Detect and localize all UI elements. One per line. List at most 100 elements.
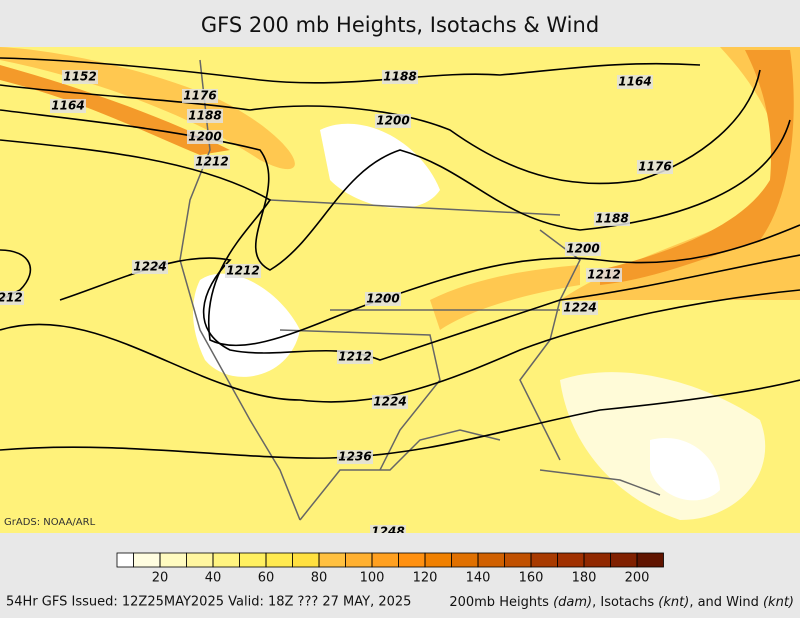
contour-label: 1224 [133,260,166,274]
label-box [562,301,598,315]
colorbar-swatch [292,552,320,568]
colorbar-label: 100 [360,571,385,586]
colorbar-swatch [424,552,452,568]
label-box [382,70,418,84]
label-box [50,99,86,113]
label-box [365,292,401,306]
colorbar-swatch [636,552,664,568]
label-box [372,395,408,409]
label-box [337,350,373,364]
colorbar-swatch [398,552,426,568]
contour-label: 1212 [195,155,228,169]
label-box [586,268,622,282]
contour-label: 1188 [595,212,628,226]
colorbar-swatch [477,552,505,568]
calm-area [320,123,440,209]
colorbar-label: 120 [413,571,438,586]
contour-label: 1188 [383,70,416,84]
colorbar-swatch [583,552,611,568]
contour [0,249,800,361]
colorbar-label: 160 [519,571,544,586]
contour-label: 1212 [226,264,259,278]
contour [0,139,800,347]
border [269,199,561,471]
label-box [194,155,230,169]
colorbar: 20 40 60 80 100 120 140 160 180 200 [116,552,664,586]
credit: GrADS: NOAA/ARL [4,517,96,528]
footer-segment: 200mb Heights [449,595,553,610]
label-box [594,212,630,226]
contour-label: 1200 [566,242,599,256]
colorbar-swatch [116,552,134,568]
contour-label: 1200 [376,114,409,128]
colorbar-label: 180 [572,571,597,586]
colorbar-swatch [371,552,399,568]
contour [0,57,701,84]
contour-label: 1212 [0,291,23,305]
colorbar-swatch [345,552,373,568]
contour-label: 1188 [188,109,221,123]
title: GFS 200 mb Heights, Isotachs & Wind [201,13,599,37]
label-box [637,160,673,174]
footer-segment: (dam) [553,595,592,610]
colorbar-swatch [212,552,240,568]
footer-segment: (knt) [658,595,689,610]
label-box [225,264,261,278]
colorbar-swatch [318,552,346,568]
footer-right: 200mb Heights (dam), Isotachs (knt), and… [449,595,794,610]
contour-label: 1164 [51,99,84,113]
colorbar-label: 60 [258,571,275,586]
footer-left: 54Hr GFS Issued: 12Z25MAY2025 Valid: 18Z… [6,595,411,610]
colorbar-swatch [265,552,293,568]
colorbar-label: 80 [311,571,328,586]
colorbar-swatch [451,552,479,568]
speed-core [600,50,794,285]
contour-label: 1200 [188,130,221,144]
colorbar-label: 200 [625,571,650,586]
label-box [337,450,373,464]
colorbar-swatch [530,552,558,568]
boundaries [179,59,661,521]
contour-label: 1200 [366,292,399,306]
contour-label: 1164 [618,75,651,89]
contour-label: 1224 [373,395,406,409]
label-box [187,130,223,144]
calm-area [650,438,720,501]
contour-label: 1212 [338,350,371,364]
colorbar-label: 40 [205,571,222,586]
label-box [62,70,98,84]
label-box [617,75,653,89]
label-box [132,260,168,274]
label-box [187,109,223,123]
label-box [375,114,411,128]
calm-area [193,273,300,377]
contour-label: 1236 [338,450,371,464]
footer-segment: , Isotachs [592,595,658,610]
colorbar-label: 140 [466,571,491,586]
label-box [182,89,218,103]
contour-label: 1224 [563,301,596,315]
contour-label: 1212 [587,268,620,282]
contour [0,289,800,403]
contour-label: 1176 [183,89,216,103]
label-box [0,291,24,305]
footer-segment: (knt) [763,595,794,610]
contour-label: 1248 [371,525,404,539]
contour [0,379,800,459]
colorbar-label: 20 [152,571,169,586]
contour-labels: 1152 1164 1176 1188 1200 1212 1188 1200 1164 1176… [0,70,673,539]
contour [0,69,761,185]
label-box [370,525,406,533]
colorbar-swatch [159,552,187,568]
colorbar-swatch [239,552,267,568]
colorbar-swatch [557,552,585,568]
contour-label: 1176 [638,160,671,174]
colorbar-swatch [610,552,638,568]
colorbar-swatch [504,552,532,568]
contour-label: 1152 [63,70,96,84]
speed-band [430,265,580,330]
footer-segment: , and Wind [689,595,763,610]
colorbar-swatch [133,552,161,568]
